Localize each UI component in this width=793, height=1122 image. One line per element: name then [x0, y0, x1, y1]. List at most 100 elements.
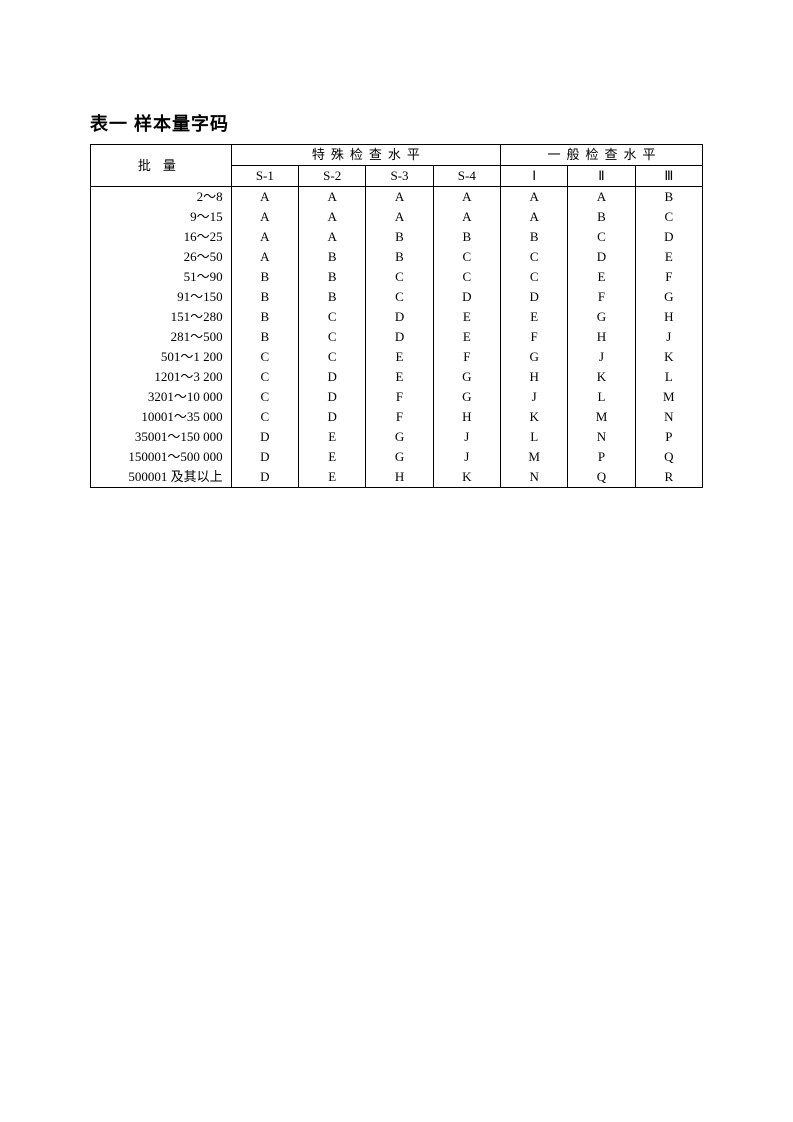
table-row: 150001～500 000DEGJMPQ [91, 447, 703, 467]
table-row: 10001～35 000CDFHKMN [91, 407, 703, 427]
header-s3: S-3 [366, 166, 433, 187]
table-row: 151～280BCDEEGH [91, 307, 703, 327]
code-cell: H [568, 327, 635, 347]
header-batch: 批量 [91, 145, 232, 187]
batch-cell: 501～1 200 [91, 347, 232, 367]
code-cell: Q [635, 447, 702, 467]
header-special: 特殊检查水平 [231, 145, 500, 166]
table-row: 35001～150 000DEGJLNP [91, 427, 703, 447]
table-row: 501～1 200CCEFGJK [91, 347, 703, 367]
code-cell: C [366, 287, 433, 307]
code-cell: J [433, 447, 500, 467]
code-cell: H [366, 467, 433, 488]
code-cell: A [433, 207, 500, 227]
batch-cell: 3201～10 000 [91, 387, 232, 407]
code-cell: H [433, 407, 500, 427]
batch-cell: 16～25 [91, 227, 232, 247]
code-cell: G [433, 367, 500, 387]
code-cell: G [433, 387, 500, 407]
code-cell: E [635, 247, 702, 267]
code-cell: G [635, 287, 702, 307]
code-cell: C [231, 347, 298, 367]
header-iii: Ⅲ [635, 166, 702, 187]
batch-cell: 2～8 [91, 187, 232, 208]
code-cell: K [568, 367, 635, 387]
batch-cell: 10001～35 000 [91, 407, 232, 427]
code-cell: B [231, 307, 298, 327]
code-cell: B [299, 247, 366, 267]
code-cell: E [299, 427, 366, 447]
code-cell: C [231, 367, 298, 387]
code-cell: R [635, 467, 702, 488]
code-cell: C [231, 387, 298, 407]
header-general: 一般检查水平 [501, 145, 703, 166]
batch-cell: 51～90 [91, 267, 232, 287]
code-cell: L [501, 427, 568, 447]
code-cell: A [299, 187, 366, 208]
code-cell: A [433, 187, 500, 208]
code-cell: A [299, 207, 366, 227]
code-cell: E [568, 267, 635, 287]
code-cell: C [231, 407, 298, 427]
code-cell: C [501, 247, 568, 267]
table-body: 2～8AAAAAAB9～15AAAAABC16～25AABBBCD26～50AB… [91, 187, 703, 488]
code-cell: B [568, 207, 635, 227]
code-cell: F [501, 327, 568, 347]
header-i: Ⅰ [501, 166, 568, 187]
header-s2: S-2 [299, 166, 366, 187]
batch-cell: 150001～500 000 [91, 447, 232, 467]
code-cell: B [231, 327, 298, 347]
table-row: 26～50ABBCCDE [91, 247, 703, 267]
code-cell: F [635, 267, 702, 287]
code-cell: N [501, 467, 568, 488]
code-cell: C [501, 267, 568, 287]
batch-cell: 35001～150 000 [91, 427, 232, 447]
code-cell: D [231, 427, 298, 447]
table-row: 3201～10 000CDFGJLM [91, 387, 703, 407]
sample-size-code-table: 批量 特殊检查水平 一般检查水平 S-1 S-2 S-3 S-4 Ⅰ Ⅱ Ⅲ 2… [90, 144, 703, 488]
code-cell: E [366, 347, 433, 367]
code-cell: D [635, 227, 702, 247]
code-cell: M [635, 387, 702, 407]
code-cell: A [366, 207, 433, 227]
code-cell: D [231, 447, 298, 467]
code-cell: B [635, 187, 702, 208]
batch-cell: 281～500 [91, 327, 232, 347]
code-cell: C [635, 207, 702, 227]
code-cell: P [568, 447, 635, 467]
code-cell: D [299, 387, 366, 407]
code-cell: F [568, 287, 635, 307]
code-cell: A [568, 187, 635, 208]
code-cell: A [231, 187, 298, 208]
code-cell: K [635, 347, 702, 367]
code-cell: N [568, 427, 635, 447]
code-cell: B [231, 267, 298, 287]
code-cell: E [299, 447, 366, 467]
code-cell: E [433, 307, 500, 327]
batch-cell: 91～150 [91, 287, 232, 307]
code-cell: D [366, 327, 433, 347]
code-cell: D [501, 287, 568, 307]
code-cell: E [299, 467, 366, 488]
code-cell: D [568, 247, 635, 267]
code-cell: J [433, 427, 500, 447]
batch-cell: 26～50 [91, 247, 232, 267]
code-cell: B [433, 227, 500, 247]
code-cell: C [299, 327, 366, 347]
table-row: 500001 及其以上DEHKNQR [91, 467, 703, 488]
code-cell: K [501, 407, 568, 427]
code-cell: F [366, 387, 433, 407]
code-cell: B [299, 267, 366, 287]
code-cell: B [366, 247, 433, 267]
code-cell: C [366, 267, 433, 287]
code-cell: J [568, 347, 635, 367]
code-cell: B [366, 227, 433, 247]
code-cell: D [299, 367, 366, 387]
table-row: 9～15AAAAABC [91, 207, 703, 227]
code-cell: D [433, 287, 500, 307]
code-cell: G [366, 427, 433, 447]
code-cell: A [366, 187, 433, 208]
code-cell: L [568, 387, 635, 407]
code-cell: H [635, 307, 702, 327]
batch-cell: 151～280 [91, 307, 232, 327]
